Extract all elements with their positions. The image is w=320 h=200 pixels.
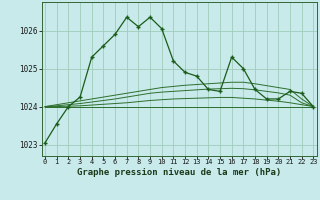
X-axis label: Graphe pression niveau de la mer (hPa): Graphe pression niveau de la mer (hPa) — [77, 168, 281, 177]
